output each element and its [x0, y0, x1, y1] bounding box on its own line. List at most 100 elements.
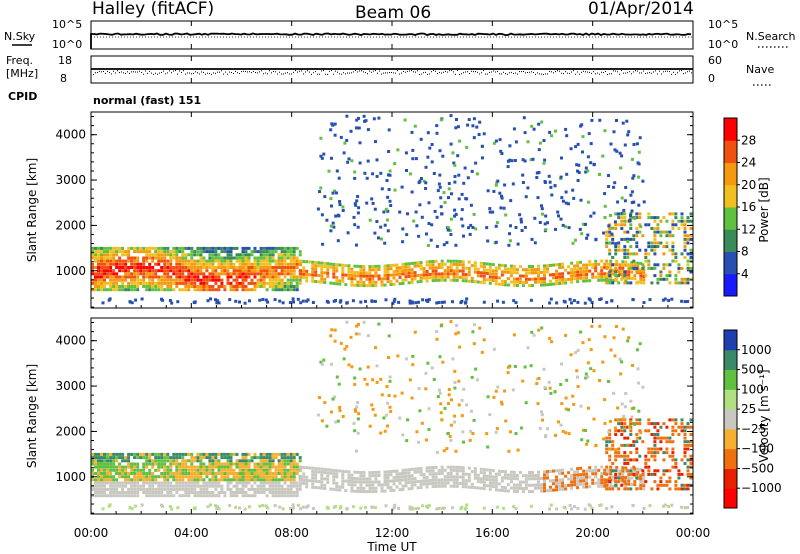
velocity-cell	[642, 487, 646, 491]
velocity-cell	[656, 436, 660, 440]
power-cell	[341, 279, 345, 283]
velocity-cell	[513, 365, 517, 368]
velocity-cell	[359, 477, 363, 481]
power-cell	[151, 256, 155, 260]
velocity-cell	[689, 418, 693, 422]
power-cell	[115, 250, 119, 254]
velocity-cell	[411, 363, 415, 367]
velocity-cell	[491, 478, 495, 482]
power-cell	[94, 288, 97, 292]
velocity-cell	[635, 447, 639, 451]
velocity-cell	[410, 506, 414, 510]
velocity-cell	[668, 454, 672, 458]
power-cell	[686, 219, 690, 223]
velocity-cell	[160, 452, 164, 456]
velocity-cell	[115, 452, 119, 456]
power-cell	[584, 170, 588, 174]
power-cell	[629, 212, 633, 216]
power-cell	[674, 252, 678, 256]
velocity-cell	[512, 470, 516, 474]
power-cell	[359, 268, 363, 272]
nave-point	[243, 70, 244, 72]
velocity-cell	[420, 421, 424, 425]
power-cell	[534, 280, 537, 284]
velocity-cell	[588, 485, 592, 489]
velocity-cell	[365, 480, 369, 484]
power-cell	[247, 262, 251, 266]
power-cell	[145, 275, 149, 279]
power-cell	[629, 263, 633, 267]
nave-point	[129, 72, 130, 74]
power-cell	[585, 276, 589, 280]
velocity-cell	[187, 475, 191, 479]
velocity-cell	[289, 468, 293, 472]
power-cell	[211, 246, 215, 250]
velocity-cell	[485, 478, 489, 481]
velocity-cell	[614, 429, 618, 433]
velocity-cell	[241, 462, 245, 466]
velocity-cell	[680, 483, 684, 487]
velocity-cell	[148, 478, 152, 482]
power-cell	[286, 278, 290, 282]
power-cell	[151, 285, 155, 288]
velocity-cell	[633, 483, 637, 487]
power-cell	[518, 213, 522, 217]
power-cell	[633, 216, 637, 220]
power-cell	[338, 300, 342, 304]
nave-point	[265, 72, 266, 74]
power-cell	[262, 253, 266, 257]
velocity-cell	[196, 465, 200, 469]
power-cell	[387, 188, 391, 191]
velocity-cell	[136, 462, 140, 466]
power-cell	[626, 133, 630, 137]
velocity-cell	[196, 491, 200, 494]
power-cell	[500, 273, 504, 277]
power-cell	[492, 141, 496, 145]
power-cell	[109, 278, 113, 282]
power-cell	[344, 273, 348, 277]
power-cell	[356, 195, 360, 198]
nave-point	[145, 70, 146, 72]
power-cell	[549, 263, 552, 267]
power-cell	[438, 149, 442, 153]
nave-point	[465, 71, 466, 73]
velocity-cell	[187, 487, 191, 491]
power-cell	[190, 285, 194, 288]
power-cell	[632, 143, 636, 146]
velocity-cell	[253, 478, 257, 482]
power-cell	[172, 272, 176, 276]
velocity-cell	[148, 472, 152, 475]
velocity-cell	[175, 459, 179, 463]
power-cell	[512, 271, 516, 275]
power-cell	[537, 122, 541, 126]
velocity-cell	[511, 388, 515, 392]
velocity-cell	[401, 472, 405, 475]
velocity-cell	[472, 342, 476, 346]
power-cell	[653, 252, 657, 256]
power-cell	[271, 259, 275, 263]
velocity-cell	[585, 475, 589, 479]
nave-point	[213, 72, 214, 74]
velocity-cell	[118, 494, 122, 498]
velocity-cell	[280, 487, 284, 491]
velocity-cell	[393, 503, 397, 507]
power-panel-background	[91, 112, 693, 308]
power-cell	[253, 275, 257, 279]
power-cell	[280, 288, 284, 292]
power-cell	[271, 275, 275, 279]
power-cell	[253, 250, 257, 254]
velocity-cell	[537, 477, 540, 481]
velocity-cell	[537, 483, 540, 487]
nave-point	[171, 72, 172, 74]
power-cell	[193, 250, 197, 254]
velocity-cell	[478, 326, 482, 330]
power-cell	[187, 262, 191, 266]
velocity-cell	[359, 490, 363, 493]
velocity-cell	[338, 469, 342, 473]
velocity-cell	[521, 474, 525, 478]
power-cell	[100, 259, 103, 263]
velocity-cell	[617, 454, 621, 458]
velocity-cell	[626, 487, 630, 491]
power-cell	[241, 272, 245, 276]
